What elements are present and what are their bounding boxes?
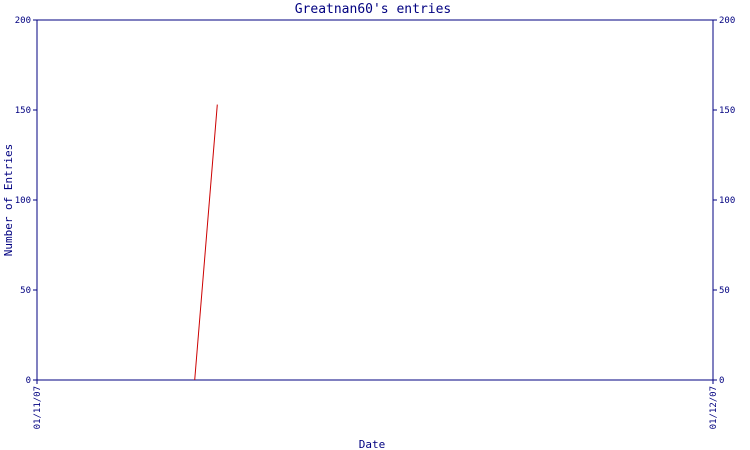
y-axis-right: 0 50 100 150 200	[713, 16, 735, 386]
y-tick-label-right: 200	[719, 16, 735, 26]
y-tick-label: 50	[20, 286, 31, 296]
y-tick-label: 200	[15, 16, 31, 26]
x-axis: 01/11/07 01/12/07	[33, 380, 719, 429]
chart-title: Greatnan60's entries	[295, 2, 452, 17]
y-tick-label: 150	[15, 106, 31, 116]
y-tick-label-right: 0	[719, 376, 724, 386]
y-axis-left: 0 50 100 150 200	[15, 16, 37, 386]
series-layer	[194, 104, 218, 381]
y-tick-label: 100	[15, 196, 31, 206]
x-axis-label: Date	[359, 438, 386, 450]
y-tick-label-right: 100	[719, 196, 735, 206]
x-tick-label: 01/11/07	[33, 386, 43, 429]
y-tick-label-right: 150	[719, 106, 735, 116]
y-tick-label-right: 50	[719, 286, 730, 296]
plot-area	[36, 19, 714, 381]
series-line	[194, 104, 218, 381]
y-axis-label: Number of Entries	[2, 144, 15, 257]
y-tick-label: 0	[26, 376, 31, 386]
x-tick-label: 01/12/07	[709, 386, 719, 429]
